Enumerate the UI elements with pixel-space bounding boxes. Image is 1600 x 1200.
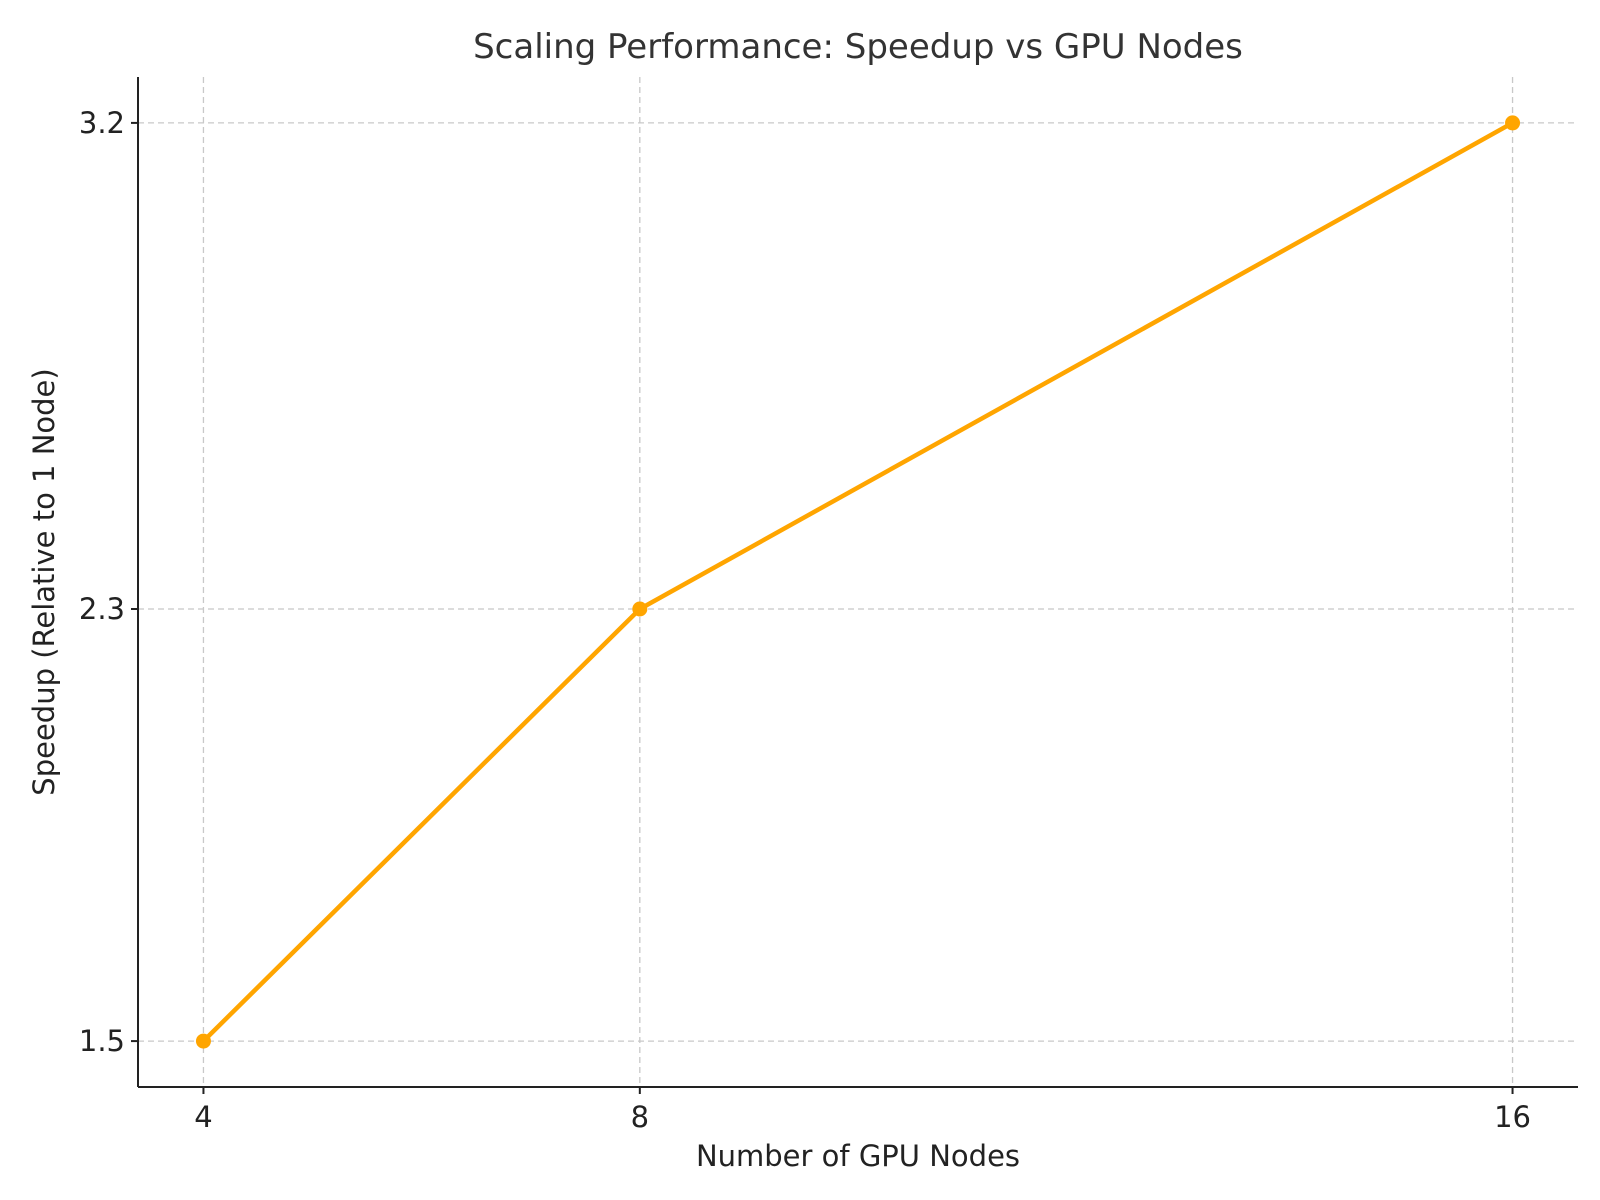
- speedup-data-point: [195, 1033, 211, 1049]
- y-tick-label: 2.3: [79, 592, 125, 626]
- tick-layer: 4 8 16 1.5 2.3 3.2: [79, 106, 1531, 1134]
- x-tick-label: 4: [194, 1100, 212, 1134]
- y-tick-label: 1.5: [79, 1024, 125, 1058]
- x-axis-label: Number of GPU Nodes: [696, 1139, 1020, 1173]
- chart-title: Scaling Performance: Speedup vs GPU Node…: [473, 27, 1243, 67]
- y-axis-label: Speedup (Relative to 1 Node): [27, 368, 61, 795]
- series-layer: [195, 115, 1521, 1049]
- grid-layer: [138, 77, 1578, 1087]
- axis-layer: [137, 77, 1578, 1088]
- x-tick-label: 16: [1494, 1100, 1531, 1134]
- speedup-data-point: [1505, 115, 1521, 131]
- y-tick-label: 3.2: [79, 106, 125, 140]
- speedup-data-point: [632, 601, 648, 617]
- x-tick-label: 8: [631, 1100, 649, 1134]
